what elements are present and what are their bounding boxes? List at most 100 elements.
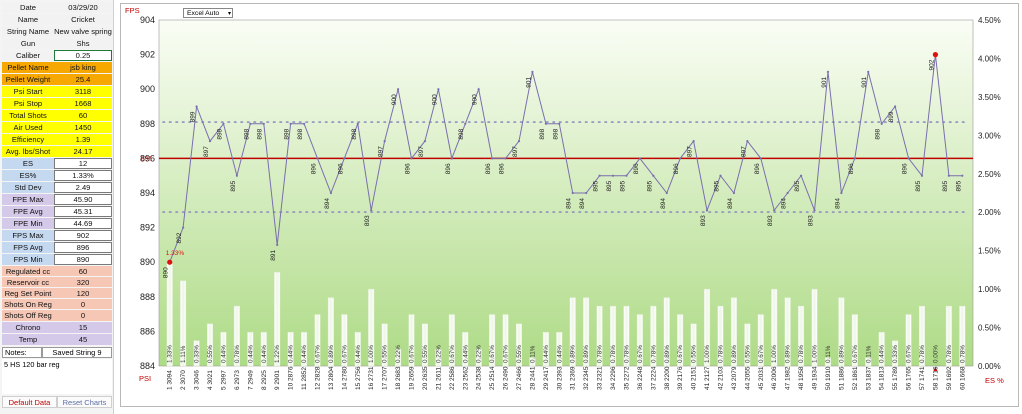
saved-string-button[interactable]: Saved String 9	[42, 347, 112, 358]
es-bar-label: 0.55%	[207, 345, 214, 363]
es-pct-row: ES% 1.33%	[2, 170, 112, 181]
es-bar	[542, 331, 549, 367]
es-bar-label: 0.67%	[637, 345, 644, 363]
es-row: ES 12	[2, 158, 112, 169]
fps-point-label: 895	[593, 180, 600, 191]
y2-tick-label: 2.50%	[978, 170, 1001, 179]
y-tick-label: 902	[140, 50, 155, 60]
chart-area: 884 886 888 890 892 894 896 898 900 902 904 0.00% 0.…	[120, 3, 1019, 407]
fps-point	[329, 191, 333, 195]
default-data-button[interactable]: Default Data	[2, 396, 57, 408]
x-tick-label: 44 2055	[744, 366, 751, 390]
fps-point	[370, 209, 373, 212]
es-bar-label: 0.78%	[610, 345, 617, 363]
y-tick-label: 894	[140, 188, 155, 198]
fps-point	[464, 122, 467, 125]
fps-point-label: 894	[727, 198, 734, 209]
es-bar	[583, 297, 590, 367]
res-cc-row: Reservoir cc 320	[2, 277, 112, 287]
fps-point	[276, 243, 279, 246]
reg-set-value[interactable]: 120	[76, 288, 90, 298]
shots-on-reg-label: Shots On Reg	[4, 299, 52, 309]
pellet-name-value[interactable]: jsb king	[70, 63, 96, 72]
chart-mode-dropdown[interactable]: Excel Auto ▾	[183, 8, 233, 18]
fps-point	[437, 88, 440, 91]
fps-point-label: 890	[163, 267, 170, 278]
notes-textarea[interactable]: 5 HS 120 bar reg	[2, 359, 112, 394]
fps-point	[423, 140, 427, 143]
chrono-value[interactable]: 15	[78, 323, 88, 332]
fps-point-label: 901	[525, 77, 532, 88]
psi-stop-value[interactable]: 1668	[74, 99, 92, 108]
reset-charts-button[interactable]: Reset Charts	[57, 396, 112, 408]
chevron-down-icon: ▾	[227, 11, 231, 17]
es-bar-label: 0.44%	[355, 345, 362, 363]
reg-set-row: Reg Set Point 120	[2, 288, 112, 298]
es-bar	[623, 305, 630, 367]
name-row: Name Cricket	[2, 14, 112, 25]
es-bar-label: 1.33%	[167, 345, 174, 363]
caliber-row: Caliber 0.25	[2, 50, 112, 61]
fps-point-label: 897	[512, 146, 519, 157]
fps-point	[947, 174, 950, 177]
es-bar-label: 0.44%	[261, 345, 268, 363]
x-tick-label: 6 2973	[234, 370, 241, 390]
x-tick-label: 30 2393	[556, 366, 563, 390]
es-bar	[395, 348, 402, 367]
es-bar-label: 0.78%	[798, 345, 805, 363]
x-tick-label: 39 2176	[677, 366, 684, 390]
fps-point-label: 896	[445, 163, 452, 174]
date-row: Date 03/29/20	[2, 2, 112, 13]
air-used-value: 1450	[74, 123, 92, 132]
fps-point	[867, 70, 870, 73]
x-tick-label: 42 2103	[717, 366, 724, 390]
bottom-buttons: Default Data Reset Charts	[2, 396, 112, 408]
fps-point	[316, 157, 319, 160]
es-bar-label: 0.67%	[409, 345, 416, 363]
fps-point-label: 897	[418, 146, 425, 157]
x-tick-label: 1 3094	[167, 370, 174, 390]
es-bar	[878, 331, 885, 367]
caliber-value[interactable]: 0.25	[54, 50, 112, 61]
fps-max-row: FPS Max 902	[2, 230, 112, 241]
fpe-avg-row: FPE Avg 45.31	[2, 206, 112, 217]
fps-point-label: 898	[539, 128, 546, 139]
temp-value[interactable]: 45	[78, 335, 88, 344]
date-value[interactable]: 03/29/20	[68, 3, 98, 12]
fps-point	[182, 226, 185, 229]
name-value[interactable]: Cricket	[71, 15, 95, 24]
es-bar	[327, 297, 334, 367]
fps-point	[705, 209, 709, 212]
notes-row: Notes: Saved String 9	[2, 347, 112, 358]
fps-point-label: 898	[351, 128, 358, 139]
reg-cc-value[interactable]: 60	[78, 266, 88, 276]
es-bar-label: 0.67%	[503, 345, 510, 363]
fps-point	[598, 174, 601, 177]
x-tick-label: 20 2635	[422, 366, 429, 390]
es-bar	[515, 323, 523, 367]
es-bar-label: 0.55%	[744, 345, 751, 363]
psi-start-row: Psi Start 3118	[2, 86, 112, 97]
fps-point-label: 898	[875, 128, 882, 139]
x-tick-label: 43 2079	[731, 366, 738, 390]
res-cc-value[interactable]: 320	[76, 277, 90, 287]
total-shots-value: 60	[78, 111, 88, 120]
std-dev-row: Std Dev 2.49	[2, 182, 112, 193]
es-bar-label: 0.89%	[570, 345, 577, 363]
psi-start-value[interactable]: 3118	[74, 87, 92, 96]
shots-off-reg-label: Shots Off Reg	[4, 311, 52, 320]
fps-point-label: 895	[915, 180, 922, 191]
fps-avg-value: 896	[54, 242, 112, 253]
pellet-weight-value[interactable]: 25.4	[75, 75, 91, 84]
x-tick-label: 50 1910	[825, 366, 832, 390]
gun-value[interactable]: Shs	[76, 39, 90, 48]
es-pct-value: 1.33%	[54, 170, 112, 181]
y-tick-label: 886	[140, 326, 155, 336]
es-bar-label: 0.11%	[825, 345, 832, 363]
es-bar-label: 0.89%	[785, 345, 792, 363]
es-bar	[690, 323, 697, 367]
es-bar	[448, 314, 455, 367]
fps-point	[235, 174, 238, 177]
x-tick-label: 48 1958	[798, 366, 805, 390]
string-name-value[interactable]: New valve spring	[54, 27, 112, 36]
